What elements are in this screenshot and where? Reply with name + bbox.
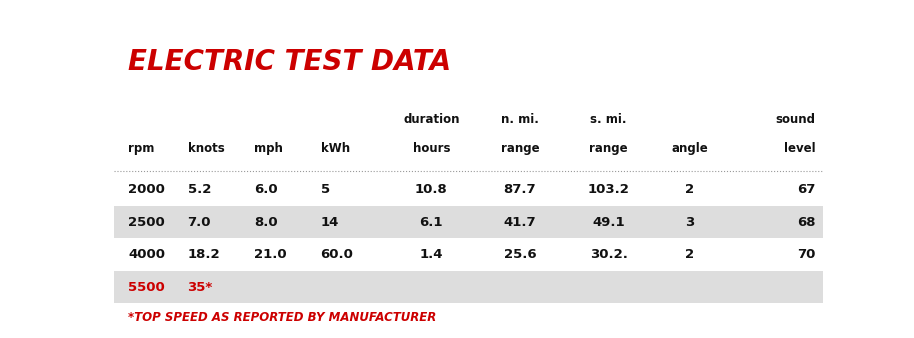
Text: 8.0: 8.0 (254, 216, 278, 228)
Text: s. mi.: s. mi. (590, 114, 627, 126)
FancyBboxPatch shape (114, 206, 823, 238)
Text: 18.2: 18.2 (187, 248, 220, 261)
Text: 2: 2 (686, 248, 695, 261)
Text: 41.7: 41.7 (504, 216, 537, 228)
Text: 2500: 2500 (128, 216, 165, 228)
Text: 70: 70 (797, 248, 815, 261)
Text: 6.1: 6.1 (420, 216, 443, 228)
Text: 25.6: 25.6 (504, 248, 537, 261)
FancyBboxPatch shape (114, 238, 823, 271)
Text: 4000: 4000 (128, 248, 165, 261)
Text: knots: knots (187, 142, 224, 155)
Text: 2000: 2000 (128, 183, 165, 196)
Text: 14: 14 (321, 216, 339, 228)
Text: angle: angle (672, 142, 708, 155)
Text: 49.1: 49.1 (592, 216, 625, 228)
Text: 5500: 5500 (128, 281, 165, 294)
Text: 87.7: 87.7 (504, 183, 537, 196)
Text: range: range (590, 142, 628, 155)
Text: 30.2.: 30.2. (590, 248, 628, 261)
Text: duration: duration (403, 114, 460, 126)
Text: 5: 5 (321, 183, 330, 196)
Text: *TOP SPEED AS REPORTED BY MANUFACTURER: *TOP SPEED AS REPORTED BY MANUFACTURER (128, 311, 437, 324)
FancyBboxPatch shape (114, 173, 823, 206)
Text: 103.2: 103.2 (588, 183, 630, 196)
FancyBboxPatch shape (114, 271, 823, 304)
Text: 67: 67 (797, 183, 815, 196)
Text: level: level (784, 142, 815, 155)
Text: n. mi.: n. mi. (501, 114, 539, 126)
Text: 6.0: 6.0 (254, 183, 278, 196)
Text: 60.0: 60.0 (321, 248, 354, 261)
Text: 10.8: 10.8 (415, 183, 448, 196)
Text: range: range (501, 142, 539, 155)
Text: 5.2: 5.2 (187, 183, 211, 196)
Text: hours: hours (412, 142, 450, 155)
Text: kWh: kWh (321, 142, 350, 155)
Text: sound: sound (775, 114, 815, 126)
Text: mph: mph (254, 142, 283, 155)
Text: 68: 68 (797, 216, 815, 228)
Text: 2: 2 (686, 183, 695, 196)
Text: 7.0: 7.0 (187, 216, 211, 228)
Text: rpm: rpm (128, 142, 154, 155)
Text: ELECTRIC TEST DATA: ELECTRIC TEST DATA (128, 48, 452, 76)
Text: 35*: 35* (187, 281, 213, 294)
Text: 21.0: 21.0 (254, 248, 287, 261)
Text: 1.4: 1.4 (420, 248, 443, 261)
Text: 3: 3 (686, 216, 695, 228)
